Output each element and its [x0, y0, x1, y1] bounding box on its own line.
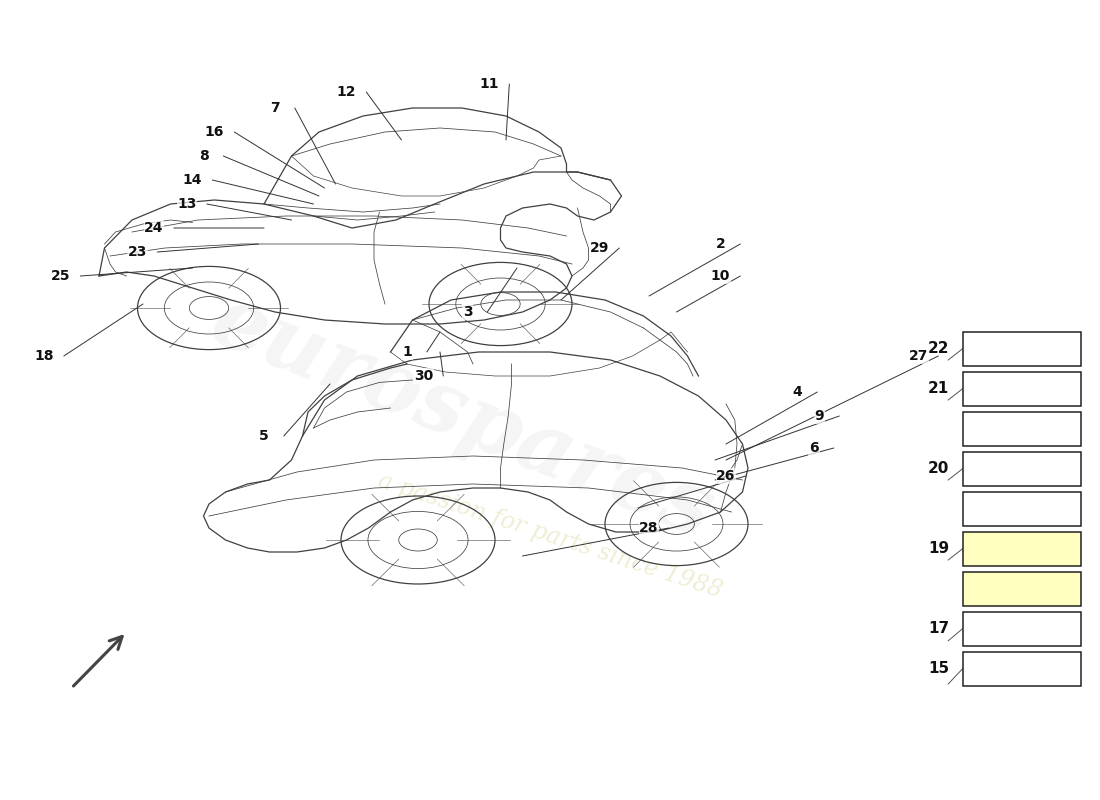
Text: 29: 29: [590, 241, 609, 255]
Text: 13: 13: [177, 197, 197, 211]
Text: 15: 15: [928, 662, 949, 676]
Text: 3: 3: [463, 305, 472, 319]
Text: 6: 6: [810, 441, 818, 455]
Bar: [962, 412, 1081, 446]
Text: 23: 23: [128, 245, 147, 259]
Text: 25: 25: [51, 269, 70, 283]
Bar: [962, 532, 1081, 566]
Text: 22: 22: [927, 342, 949, 356]
Text: 14: 14: [183, 173, 202, 187]
Text: 20: 20: [928, 462, 949, 476]
Text: 9: 9: [815, 409, 824, 423]
Bar: [962, 652, 1081, 686]
Text: 28: 28: [639, 521, 659, 535]
Text: 30: 30: [414, 369, 433, 383]
Bar: [962, 612, 1081, 646]
Text: 5: 5: [260, 429, 268, 443]
Text: a passion for parts since 1988: a passion for parts since 1988: [375, 470, 725, 602]
Text: 21: 21: [928, 382, 949, 396]
Text: 27: 27: [909, 349, 928, 363]
Text: 18: 18: [34, 349, 54, 363]
Text: eurospares: eurospares: [199, 278, 725, 554]
Text: 10: 10: [711, 269, 730, 283]
Bar: [962, 452, 1081, 486]
Text: 4: 4: [793, 385, 802, 399]
Text: 12: 12: [337, 85, 356, 99]
Text: 24: 24: [144, 221, 164, 235]
Bar: [962, 572, 1081, 606]
Text: 11: 11: [480, 77, 499, 91]
Text: 19: 19: [928, 542, 949, 556]
Text: 26: 26: [716, 469, 736, 483]
Text: 16: 16: [205, 125, 224, 139]
Text: 1: 1: [403, 345, 411, 359]
Text: 7: 7: [271, 101, 279, 115]
Bar: [962, 332, 1081, 366]
Bar: [962, 372, 1081, 406]
Text: 17: 17: [928, 622, 949, 636]
Text: 8: 8: [199, 149, 208, 163]
Text: 2: 2: [716, 237, 725, 251]
Bar: [962, 492, 1081, 526]
